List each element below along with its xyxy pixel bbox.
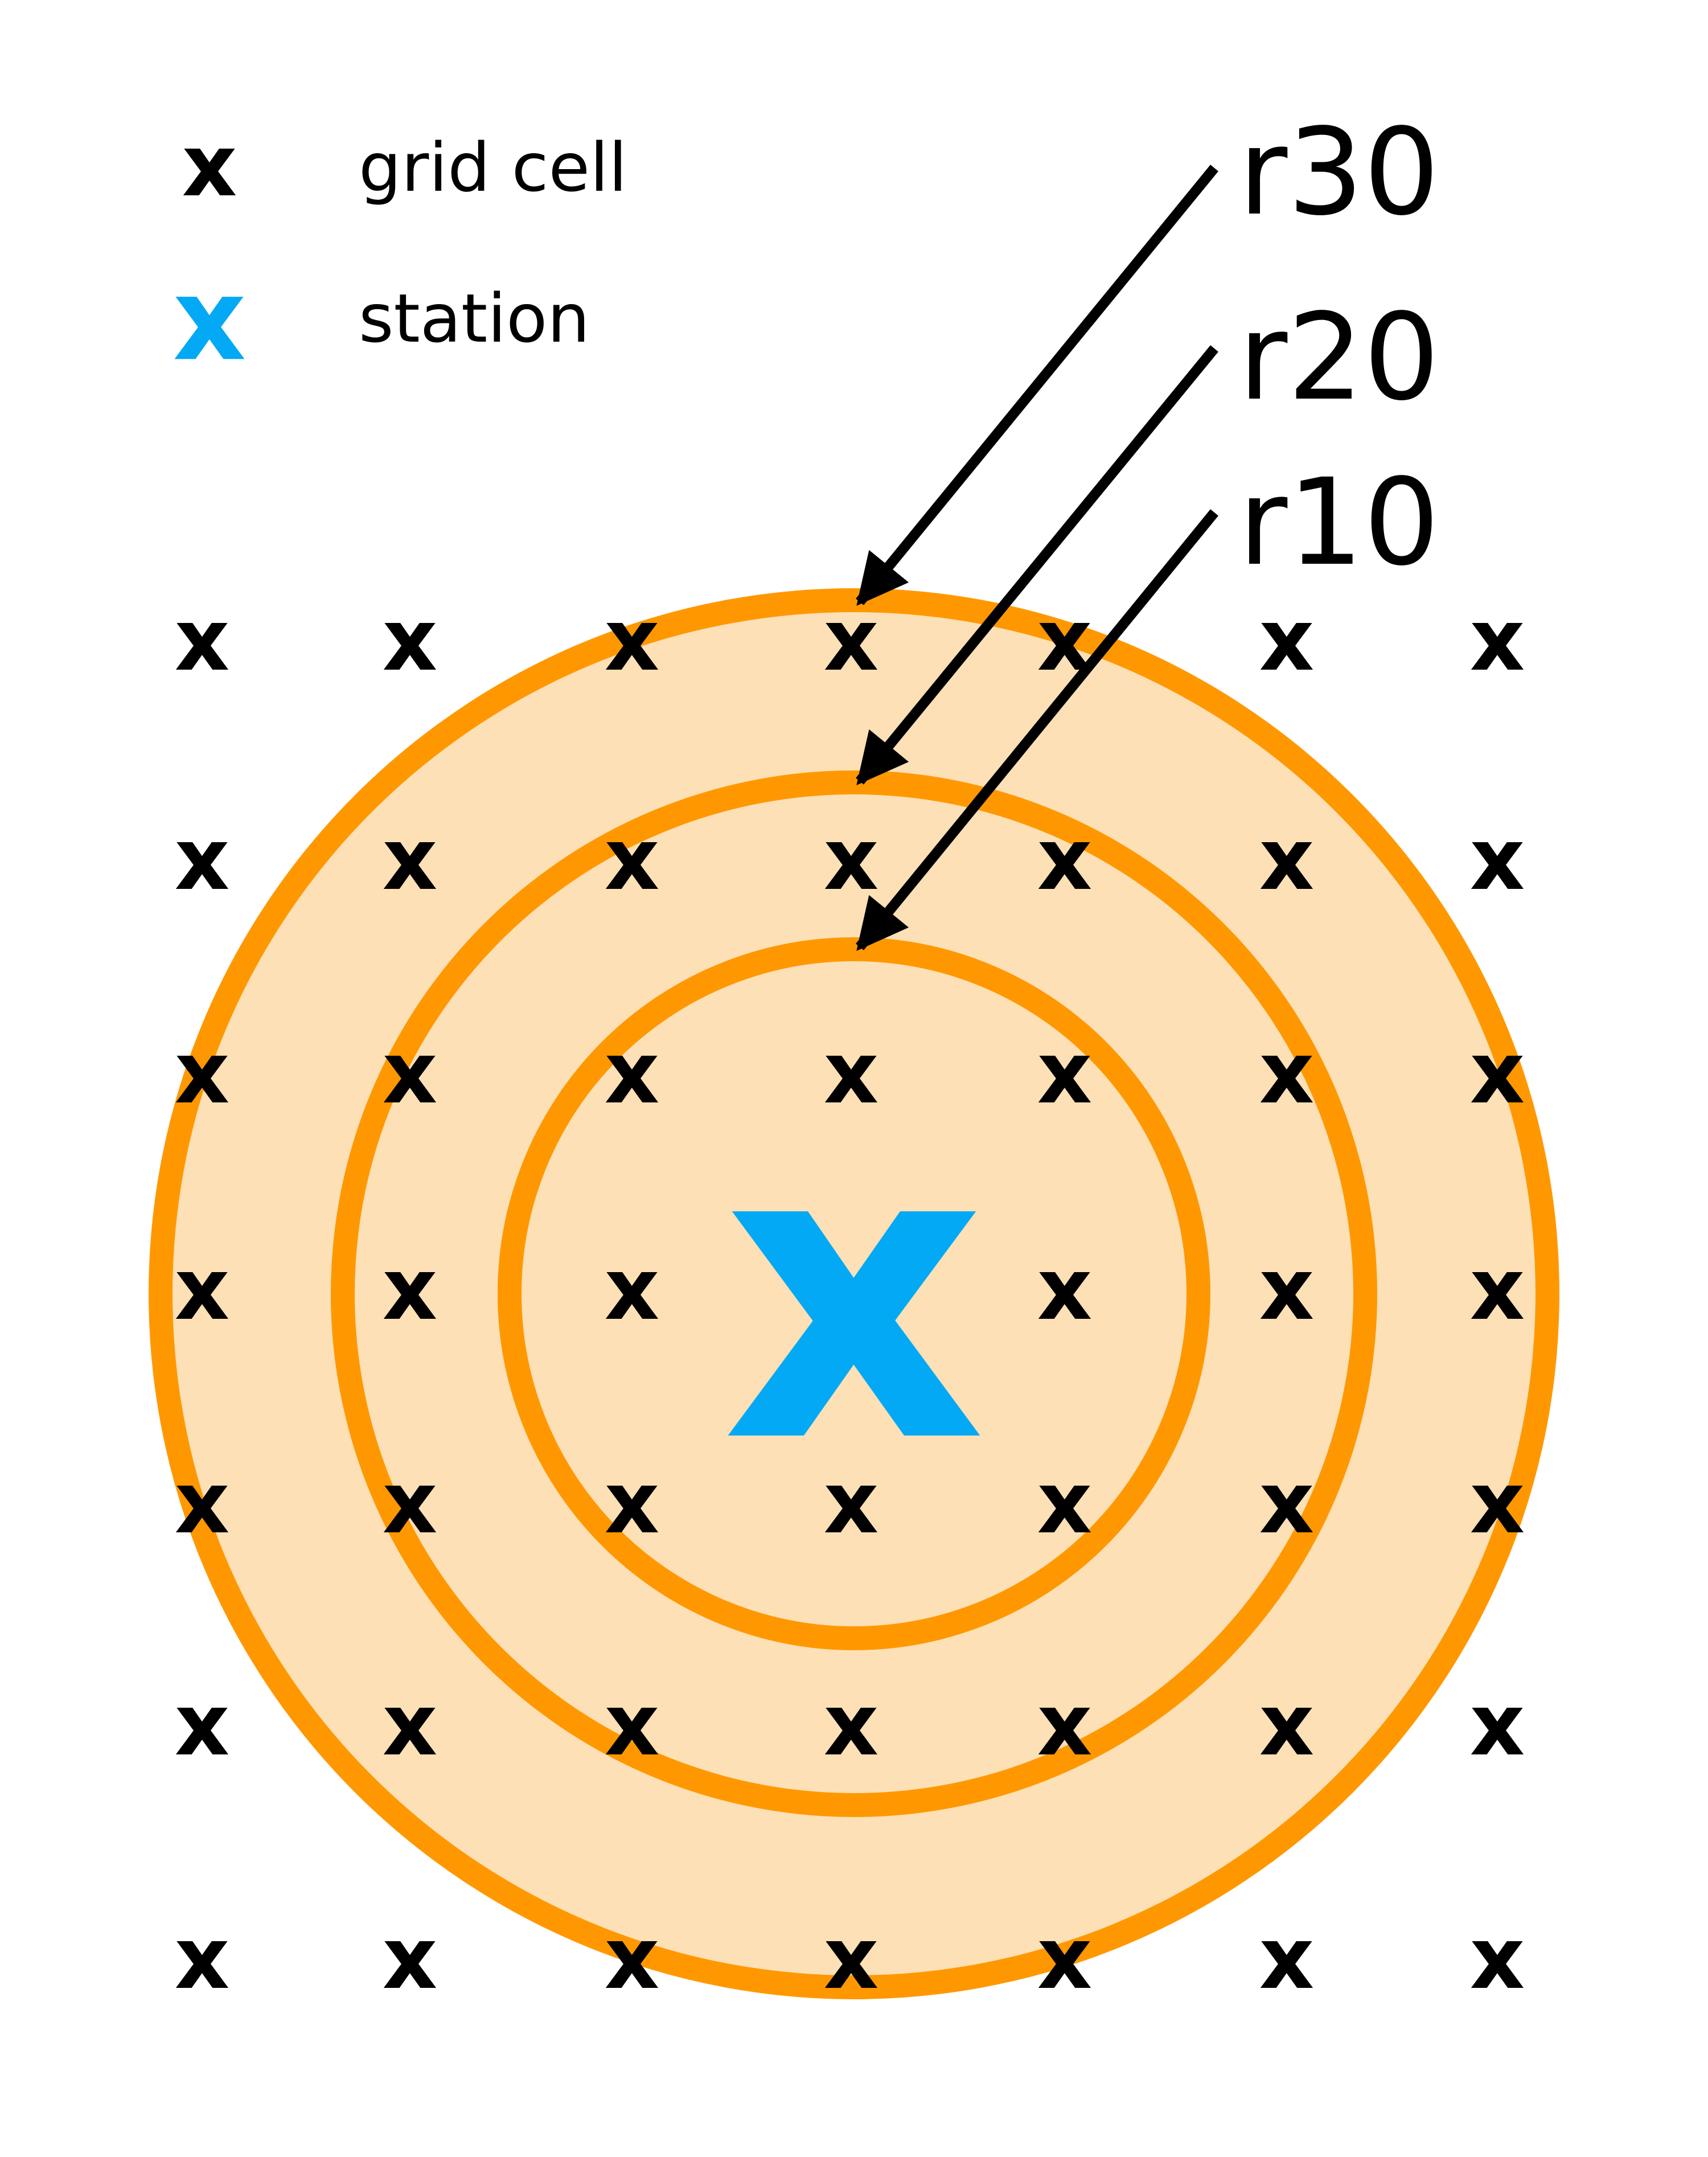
grid-cell-marker: x (383, 1454, 438, 1553)
grid-cell-marker: x (1037, 1240, 1093, 1339)
grid-cell-marker: x (1259, 1240, 1315, 1339)
grid-cell-marker: x (383, 1676, 438, 1775)
grid-cell-marker: x (175, 1240, 230, 1339)
grid-cell-marker: x (824, 1454, 879, 1553)
station-marker: x (722, 1055, 986, 1532)
grid-cell-marker: x (1259, 1024, 1315, 1123)
grid-cell-marker: x (175, 810, 230, 909)
grid-cell-marker: x (1470, 591, 1525, 690)
grid-cells: x x x x x x xx x x x x x xx x x x x x xx x x x x xx x x x x x xx x x x x x… (175, 591, 1525, 2008)
ring-label-r20: r20 (1238, 288, 1440, 427)
grid-cell-marker: x (175, 1909, 230, 2008)
grid-cell-marker: x (1259, 591, 1315, 690)
grid-cell-marker: x (1037, 810, 1093, 909)
ring-labels: r30 r20 r10 (1238, 102, 1440, 592)
grid-cell-marker: x (824, 1909, 879, 2008)
grid-cell-marker: x (1470, 1024, 1525, 1123)
arrow-r30 (856, 165, 1218, 606)
grid-cell-marker: x (175, 1024, 230, 1123)
grid-cell-marker: x (824, 1024, 879, 1123)
grid-cell-marker: x (175, 1676, 230, 1775)
grid-cell-marker: x (1470, 810, 1525, 909)
grid-cell-marker: x (1037, 1909, 1093, 2008)
legend-station-icon: x (173, 254, 246, 387)
grid-cell-marker: x (605, 810, 660, 909)
grid-cell-marker: x (605, 1024, 660, 1123)
arrow-r10 (856, 509, 1218, 951)
rings (149, 588, 1559, 1999)
grid-cell-marker: x (605, 591, 660, 690)
grid-cell-marker: x (383, 591, 438, 690)
grid-cell-marker: x (605, 1454, 660, 1553)
arrow-r20 (856, 345, 1218, 785)
grid-cell-marker: x (824, 1676, 879, 1775)
grid-cell-marker: x (1037, 1676, 1093, 1775)
ring-arrows (856, 165, 1218, 951)
grid-cell-marker: x (383, 1909, 438, 2008)
grid-cell-marker: x (1470, 1676, 1525, 1775)
legend-station-label: station (359, 279, 590, 358)
grid-cell-marker: x (175, 1454, 230, 1553)
grid-cell-marker: x (1470, 1240, 1525, 1339)
grid-cell-marker: x (605, 1909, 660, 2008)
grid-cell-marker: x (175, 591, 230, 690)
legend: x grid cell x station (173, 117, 627, 387)
grid-cell-marker: x (383, 1240, 438, 1339)
ring-r20 (331, 770, 1377, 1817)
grid-cell-marker: x (1470, 1909, 1525, 2008)
grid-cell-marker: x (1259, 1909, 1315, 2008)
grid-cell-marker: x (1037, 1454, 1093, 1553)
legend-grid-cell-label: grid cell (359, 128, 627, 207)
ring-r10 (498, 937, 1210, 1650)
legend-grid-cell-icon: x (182, 117, 237, 216)
grid-cell-marker: x (1037, 1024, 1093, 1123)
grid-cell-marker: x (1259, 810, 1315, 909)
grid-cell-marker: x (824, 591, 879, 690)
ring-label-r10: r10 (1238, 453, 1440, 592)
grid-cell-marker: x (383, 810, 438, 909)
grid-cell-marker: x (824, 810, 879, 909)
grid-cell-marker: x (1259, 1676, 1315, 1775)
grid-cell-marker: x (383, 1024, 438, 1123)
grid-cell-marker: x (605, 1676, 660, 1775)
grid-cell-marker: x (1470, 1454, 1525, 1553)
grid-cell-marker: x (1259, 1454, 1315, 1553)
ring-r30 (149, 588, 1559, 1999)
ring-label-r30: r30 (1238, 102, 1440, 242)
grid-cell-marker: x (605, 1240, 660, 1339)
